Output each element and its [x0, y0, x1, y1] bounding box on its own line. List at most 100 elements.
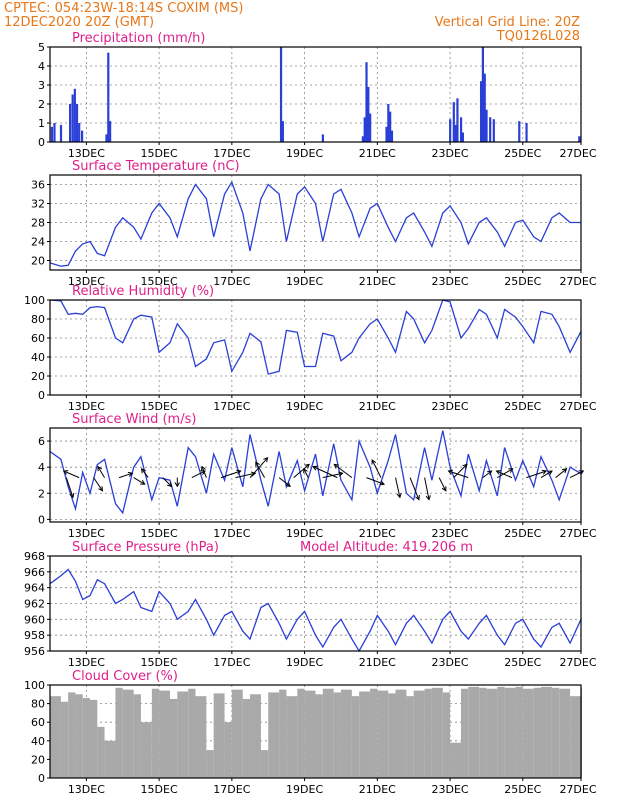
- cloud-bar: [224, 722, 232, 778]
- wind-vector-head: [338, 471, 344, 477]
- wind-vector-head: [167, 481, 173, 488]
- x-tick-label: 27DEC: [559, 147, 596, 160]
- wind-vector-head: [541, 469, 548, 475]
- cloud-bar: [133, 694, 141, 778]
- x-tick-label: 23DEC: [432, 527, 469, 540]
- cloud-bar: [406, 696, 414, 778]
- precip-bar: [461, 132, 464, 142]
- wind-vector: [371, 459, 382, 478]
- y-tick-label: 960: [24, 613, 45, 626]
- y-tick-label: 28: [31, 217, 45, 230]
- cloud-bar: [115, 687, 123, 778]
- x-tick-label: 21DEC: [359, 147, 396, 160]
- cloud-bar: [351, 696, 360, 778]
- cloud-bar: [370, 688, 378, 778]
- cloud-bar: [90, 699, 98, 778]
- precip-bar: [71, 94, 74, 142]
- x-tick-label: 13DEC: [68, 656, 105, 669]
- wind-vector: [191, 470, 206, 479]
- x-tick-label: 19DEC: [286, 147, 323, 160]
- wind-vector: [255, 461, 266, 478]
- precip-bar: [452, 102, 455, 142]
- y-tick-label: 32: [31, 198, 45, 211]
- cloud-bar: [140, 722, 152, 778]
- model-altitude-annotation: Model Altitude: 419.206 m: [300, 540, 473, 555]
- y-tick-label: 2: [38, 487, 45, 500]
- wind-vector: [118, 472, 133, 479]
- y-tick-label: 20: [31, 255, 45, 268]
- precip-bar: [105, 134, 108, 142]
- x-tick-label: 13DEC: [68, 147, 105, 160]
- cloud-bar: [559, 688, 571, 778]
- cloud-bar: [413, 690, 425, 778]
- y-tick-label: 100: [24, 294, 45, 307]
- wind-vector: [482, 470, 492, 479]
- cloud-bar: [60, 701, 69, 778]
- x-tick-label: 27DEC: [559, 400, 596, 413]
- cloud-bar: [97, 726, 105, 778]
- x-tick-label: 19DEC: [286, 783, 323, 796]
- precip-bar: [385, 126, 388, 142]
- x-tick-label: 25DEC: [504, 783, 541, 796]
- precip-bar: [459, 117, 463, 142]
- wind-vector: [278, 477, 291, 487]
- precip-bar: [485, 109, 488, 142]
- x-tick-label: 21DEC: [359, 275, 396, 288]
- series-line: [49, 430, 582, 515]
- y-tick-label: 4: [38, 60, 45, 73]
- y-tick-label: 6: [38, 435, 45, 448]
- x-tick-label: 23DEC: [432, 147, 469, 160]
- wind-vector: [141, 468, 149, 478]
- precip-bar: [321, 134, 324, 142]
- y-tick-label: 968: [24, 550, 45, 563]
- precip-bar: [578, 136, 581, 142]
- cloud-bar: [260, 750, 269, 778]
- y-tick-label: 0: [38, 772, 45, 785]
- x-tick-label: 23DEC: [432, 656, 469, 669]
- panel-frame: [49, 299, 582, 396]
- y-tick-label: 4: [38, 461, 45, 474]
- cloud-bar: [104, 740, 116, 778]
- wind-vector-head: [140, 480, 146, 485]
- wind-vector: [97, 466, 105, 478]
- x-tick-label: 25DEC: [504, 400, 541, 413]
- wind-vector-head: [174, 482, 180, 488]
- y-tick-label: 958: [24, 629, 45, 642]
- panel-frame: [49, 46, 582, 143]
- cloud-bar: [242, 698, 251, 778]
- x-tick-label: 13DEC: [68, 527, 105, 540]
- precip-bar: [481, 47, 485, 142]
- wind-vector-head: [236, 469, 242, 475]
- precip-bar: [365, 62, 368, 143]
- wind-vector: [497, 468, 513, 479]
- wind-vector: [201, 466, 207, 478]
- panel-title: Relative Humidity (%): [72, 284, 214, 299]
- y-tick-label: 80: [31, 313, 45, 326]
- precip-bar: [456, 98, 459, 142]
- wind-vector-head: [201, 465, 206, 472]
- cloud-bar: [50, 696, 61, 778]
- cloud-bar: [442, 692, 451, 778]
- wind-vector: [409, 477, 420, 500]
- x-tick-label: 23DEC: [432, 275, 469, 288]
- wind-vector: [235, 472, 256, 479]
- x-tick-label: 17DEC: [213, 147, 250, 160]
- precip-bar: [369, 113, 372, 142]
- precip-bar: [281, 121, 284, 142]
- wind-vector-head: [69, 492, 75, 499]
- cloud-bar: [377, 690, 389, 778]
- wind-vector-head: [415, 495, 420, 501]
- x-tick-label: 19DEC: [286, 400, 323, 413]
- x-tick-label: 25DEC: [504, 656, 541, 669]
- x-tick-label: 13DEC: [68, 783, 105, 796]
- header-line2-right: TQ0126L028: [496, 29, 580, 44]
- precip-bar: [367, 86, 370, 142]
- precip-bar: [489, 117, 492, 142]
- wind-vector-head: [333, 463, 339, 469]
- cloud-bar: [388, 693, 396, 778]
- y-tick-label: 36: [31, 179, 45, 192]
- wind-vector: [424, 477, 430, 500]
- wind-vector-head: [250, 471, 257, 477]
- y-tick-label: 60: [31, 716, 45, 729]
